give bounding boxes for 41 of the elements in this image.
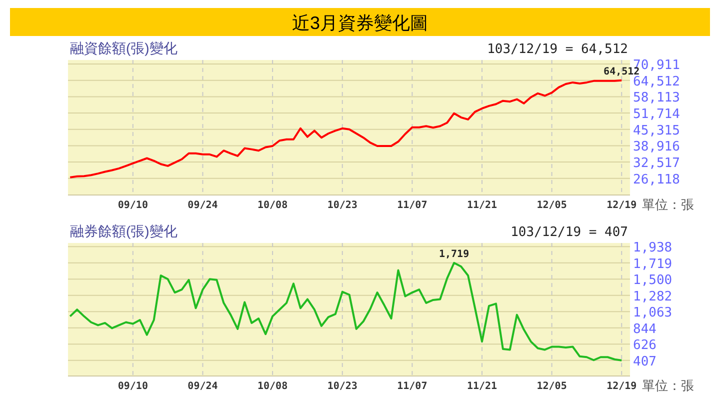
text: 103/12/19 = 407 — [510, 225, 628, 240]
y-tick-label: 626 — [633, 338, 656, 354]
y-tick-label: 1,719 — [633, 256, 672, 272]
x-tick-label: 10/23 — [327, 381, 358, 392]
x-tick-label: 10/08 — [258, 381, 288, 392]
x-tick-label: 12/05 — [536, 200, 567, 211]
chart-subtitle: 融資餘額(張)變化 — [70, 40, 178, 56]
line-series — [69, 79, 623, 178]
y-tick-label: 1,282 — [633, 289, 672, 304]
x-tick-label: 11/07 — [397, 200, 428, 211]
x-tick-label: 12/19 — [606, 381, 637, 392]
x-tick-label: 12/05 — [536, 381, 567, 392]
x-tick-label: 09/24 — [188, 381, 218, 392]
annotation: 1,719 — [439, 248, 470, 260]
chart-title: 近3月資券變化圖 — [292, 13, 428, 33]
y-tick-label: 26,118 — [633, 172, 680, 188]
x-tick-label: 11/07 — [397, 381, 428, 392]
x-tick-label: 09/10 — [118, 200, 148, 211]
x-tick-label: 11/21 — [466, 381, 498, 392]
y-tick-label: 45,315 — [633, 123, 680, 138]
chart-title: 融券餘額(張)變化 — [70, 223, 178, 239]
y-tick-label: 64,512 — [633, 74, 680, 90]
text: 103/12/19 = 64,512 — [487, 42, 628, 57]
y-tick-label: 844 — [633, 322, 657, 337]
x-tick-label: 12/19 — [606, 200, 637, 211]
line-series — [69, 262, 623, 362]
x-tick-label: 11/21 — [466, 200, 498, 211]
x-tick-label: 10/08 — [258, 200, 288, 211]
y-tick-label: 407 — [633, 354, 656, 370]
y-tick-label: 51,714 — [633, 107, 680, 122]
y-tick-label: 1,063 — [633, 306, 672, 321]
x-tick-label: 09/24 — [188, 200, 218, 211]
y-tick-label: 1,938 — [633, 240, 672, 256]
x-tick-label: 09/10 — [118, 381, 148, 392]
y-tick-label: 1,500 — [633, 273, 672, 288]
y-tick-label: 58,113 — [633, 90, 680, 106]
text: 單位：張 — [642, 197, 694, 212]
y-tick-label: 38,916 — [633, 140, 680, 155]
text: 單位：張 — [642, 378, 694, 393]
x-tick-label: 10/23 — [327, 200, 358, 211]
y-tick-label: 32,517 — [633, 156, 680, 172]
